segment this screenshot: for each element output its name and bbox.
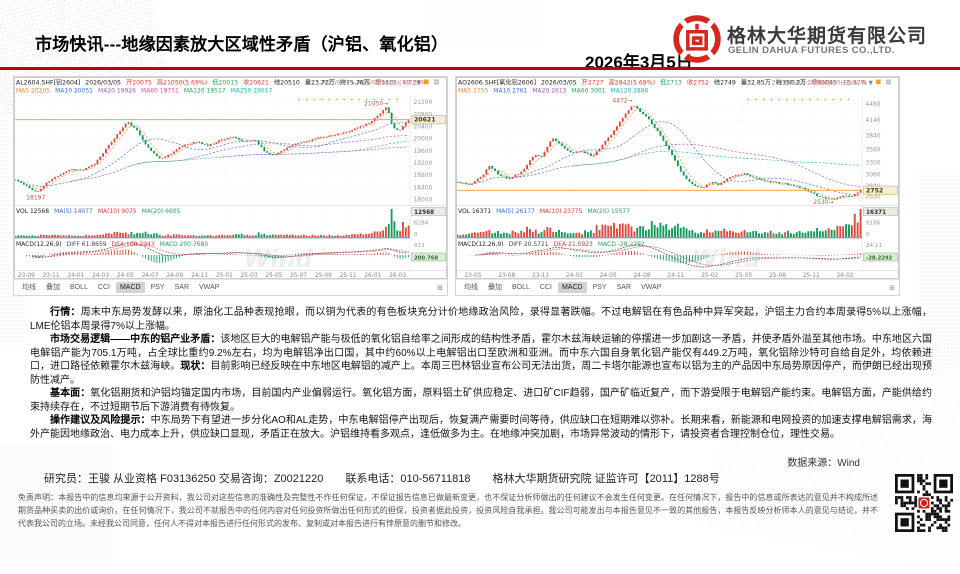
company-name: 格林大华期货有限公司	[727, 21, 927, 48]
svg-text:2023/05/10-2026/03/05(日)(127): 2023/05/10-2026/03/05(日)(127) ▼	[772, 80, 874, 87]
chart-toolbar-tab[interactable]: 均线	[460, 282, 482, 293]
data-source-label: 数据来源：Wind	[787, 454, 860, 469]
svg-text:19200: 19200	[414, 161, 433, 167]
body-paragraph: 行情：周末中东局势发酵以来，原油化工品种表现抢眼，而以铜为代表的有色板块充分计价…	[30, 306, 932, 333]
header-divider	[0, 67, 960, 70]
svg-text:19600: 19600	[414, 149, 433, 155]
chart-toolbar-tab[interactable]: SAR	[171, 282, 193, 293]
svg-text:18197: 18197	[26, 195, 45, 202]
body-paragraph: 操作建议及风险提示：中东局势下有望进一步分化AO和AL走势，中东电解铝停产出现后…	[30, 414, 932, 441]
company-logo-icon	[672, 14, 722, 64]
chart-toolbar-tab[interactable]: PSY	[589, 282, 611, 293]
page-title: 市场快讯---地缘因素放大区域性矛盾（沪铝、氧化铝）	[35, 30, 448, 55]
chart-toolbar-tab[interactable]: CCI	[94, 282, 114, 293]
svg-text:813: 813	[414, 243, 425, 249]
svg-text:4460: 4460	[866, 102, 881, 108]
chart-toolbar-tab[interactable]: 均线	[18, 282, 40, 293]
chart-toolbar-tab[interactable]: PSY	[147, 282, 169, 293]
svg-text:3840: 3840	[866, 133, 881, 139]
svg-text:0: 0	[866, 232, 870, 238]
svg-text:Wind: Wind	[244, 245, 314, 273]
chart-toolbar-tab[interactable]: MACD	[558, 282, 587, 293]
svg-text:0: 0	[414, 232, 418, 238]
svg-text:2630: 2630	[866, 194, 881, 200]
svg-text:2752: 2752	[866, 187, 883, 194]
body-paragraph: 基本面：氧化铝期货和沪铝均锚定国内市场，目前国内产业偏弱运行。氧化铝方面，原料铝…	[30, 387, 932, 414]
svg-text:18000: 18000	[414, 197, 433, 203]
disclaimer-text: 免责声明：本报告中的信息均来源于公开资料，我公司对这些信息的准确性及完整性不作任…	[18, 491, 878, 530]
svg-text:18400: 18400	[414, 185, 433, 191]
svg-text:8186: 8186	[866, 221, 881, 227]
svg-text:21050→: 21050→	[364, 101, 388, 108]
chart-more-indicators-icon[interactable]: ⊞	[437, 284, 443, 292]
chart-toolbar-tab[interactable]: VWAP	[195, 282, 223, 293]
svg-text:4140: 4140	[866, 118, 881, 124]
body-text: 行情：周末中东局势发酵以来，原油化工品种表现抢眼，而以铜为代表的有色板块充分计价…	[30, 306, 932, 441]
svg-text:20000: 20000	[414, 137, 433, 143]
body-paragraph: 市场交易逻辑——中东的铝产业矛盾：该地区巨大的电解铝产能与极低的氧化铝自给率之间…	[30, 333, 932, 387]
chart-toolbar-tab[interactable]: CCI	[536, 282, 556, 293]
chart-toolbar-tab[interactable]: BOLL	[66, 282, 92, 293]
svg-text:4472→: 4472→	[612, 98, 632, 105]
report-slide: 市场快讯---地缘因素放大区域性矛盾（沪铝、氧化铝） 2026年3月5日 格林大…	[0, 0, 960, 540]
svg-text:200.768: 200.768	[414, 255, 438, 261]
company-name-en: GELIN DAHUA FUTURES CO.,LTD.	[728, 45, 895, 56]
chart-more-indicators-icon[interactable]: ⊞	[889, 284, 895, 292]
chart-toolbar-tab[interactable]: SAR	[613, 282, 635, 293]
svg-text:16371: 16371	[866, 210, 886, 216]
svg-text:21200: 21200	[414, 100, 433, 106]
svg-text:6284: 6284	[414, 221, 429, 227]
svg-text:3300: 3300	[866, 161, 881, 167]
svg-text:2530→: 2530→	[813, 199, 833, 206]
svg-text:18800: 18800	[414, 173, 433, 179]
svg-text:3060: 3060	[866, 173, 881, 179]
chart-toolbar-tab[interactable]: MACD	[116, 282, 145, 293]
svg-text:24.21: 24.21	[866, 243, 882, 249]
svg-text:20621: 20621	[414, 117, 436, 124]
svg-text:Wind: Wind	[691, 245, 761, 273]
chart-toolbar-tab[interactable]: BOLL	[508, 282, 534, 293]
qrcode-image	[894, 473, 956, 535]
svg-text:12568: 12568	[414, 210, 434, 216]
chart-toolbar-tab[interactable]: 叠加	[484, 282, 506, 293]
svg-text:-28.2292: -28.2292	[866, 255, 893, 261]
researcher-credentials-line: 研究员：王骏 从业资格 F03136250 交易咨询：Z0021220 联系电话…	[44, 470, 720, 486]
svg-text:20400: 20400	[414, 124, 433, 130]
svg-text:3560: 3560	[866, 147, 881, 153]
chart-toolbar-tab[interactable]: VWAP	[637, 282, 665, 293]
svg-text:2023/09/15-2026/03/05(日)(727): 2023/09/15-2026/03/05(日)(727) ▼	[320, 80, 422, 87]
chart-toolbar-tab[interactable]: 叠加	[42, 282, 64, 293]
